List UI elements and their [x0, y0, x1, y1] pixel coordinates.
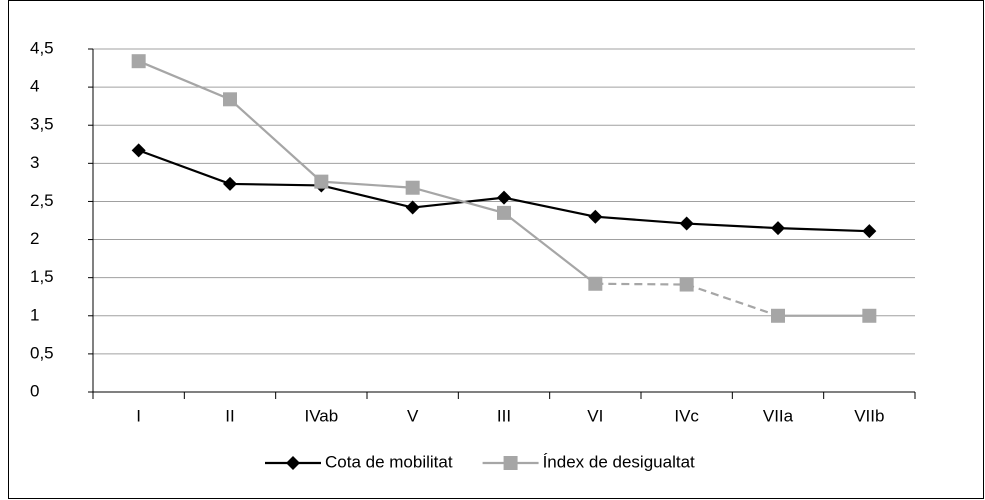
point	[223, 176, 237, 191]
point	[131, 143, 146, 158]
frame	[8, 0, 984, 499]
y-tick-label: 2,5	[30, 191, 54, 210]
y-tick-label: 2	[30, 229, 39, 248]
y-tick-label: 3	[30, 153, 39, 172]
x-tick-label: VIIa	[763, 406, 794, 425]
x-tick-label: II	[225, 406, 234, 425]
y-tick-label: 1,5	[30, 267, 54, 286]
x-tick-label: IVc	[674, 406, 699, 425]
point	[679, 216, 694, 231]
point	[405, 200, 420, 215]
x-tick-label: III	[497, 406, 511, 425]
point	[588, 209, 603, 224]
point	[314, 174, 329, 189]
point	[497, 205, 511, 220]
point	[679, 277, 694, 292]
y-tick-label: 0,5	[30, 343, 54, 362]
point	[503, 456, 518, 470]
y-tick-label: 3,5	[30, 115, 54, 134]
x-tick-label: I	[136, 406, 141, 425]
point	[771, 308, 785, 323]
point	[588, 276, 603, 291]
x-tick-label: IVab	[304, 406, 338, 425]
y-tick-label: 4	[30, 77, 39, 96]
point	[862, 308, 877, 323]
legend-label: Cota de mobilitat	[325, 452, 453, 471]
point	[131, 54, 146, 69]
x-tick-label: V	[407, 406, 419, 425]
legend-label: Índex de desigualtat	[543, 452, 695, 471]
point	[497, 190, 511, 205]
point	[286, 456, 300, 470]
point	[771, 221, 785, 236]
y-tick-label: 1	[30, 305, 39, 324]
y-tick-label: 0	[30, 381, 39, 400]
series-line	[138, 60, 597, 285]
point	[223, 92, 237, 107]
x-tick-label: VI	[587, 406, 603, 425]
x-tick-label: VIIb	[854, 406, 884, 425]
point	[862, 224, 877, 239]
y-tick-label: 4,5	[30, 38, 54, 57]
point	[405, 180, 420, 195]
